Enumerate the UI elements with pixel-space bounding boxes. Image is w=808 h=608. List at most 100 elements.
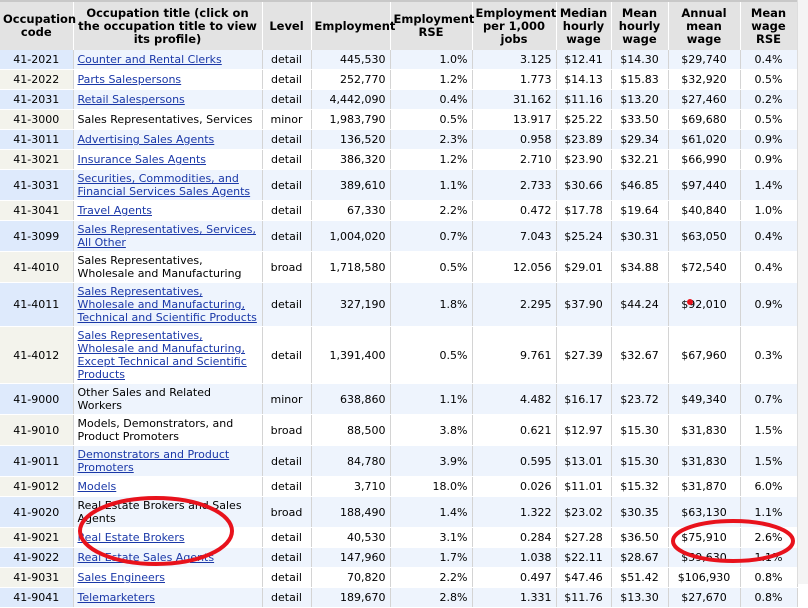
employment-rse-cell: 1.1% [390,169,473,201]
employment-cell: 3,710 [311,476,391,497]
employment-rse-cell: 3.1% [390,527,473,548]
level-cell: broad [262,251,312,283]
employment-rse-cell: 0.5% [390,326,473,384]
mean-hourly-wage-cell: $15.32 [611,476,669,497]
median-hourly-wage-cell: $47.46 [556,567,612,588]
median-hourly-wage-cell: $11.01 [556,476,612,497]
table-row: 41-9011 Demonstrators and Product Promote… [0,445,798,477]
mean-wage-rse-cell: 1.5% [740,414,798,446]
median-hourly-wage-cell: $29.01 [556,251,612,283]
annual-mean-wage-cell: $97,440 [668,169,741,201]
occupation-title-link[interactable]: Sales Representatives, Wholesale and Man… [77,285,257,324]
occupation-code-cell: 41-9020 [0,496,74,528]
mean-hourly-wage-cell: $46.85 [611,169,669,201]
occupation-title-link[interactable]: Real Estate Brokers [77,531,185,544]
level-cell: detail [262,89,312,110]
occupation-title-link[interactable]: Travel Agents [77,204,153,217]
occupation-title-link[interactable]: Real Estate Sales Agents [77,551,215,564]
mean-wage-rse-cell: 1.5% [740,445,798,477]
occupation-code-cell: 41-3021 [0,149,74,170]
employment-cell: 445,530 [311,50,391,70]
annual-mean-wage-cell: $32,920 [668,69,741,90]
employment-per-1000-cell: 13.917 [472,109,557,130]
mean-wage-rse-cell: 0.8% [740,587,798,608]
level-cell: detail [262,445,312,477]
mean-hourly-wage-cell: $36.50 [611,527,669,548]
level-cell: detail [262,476,312,497]
mean-wage-rse-cell: 0.4% [740,50,798,70]
mean-hourly-wage-cell: $30.31 [611,220,669,252]
annual-mean-wage-cell: $75,910 [668,527,741,548]
occupation-code-cell: 41-9021 [0,527,74,548]
mean-hourly-wage-cell: $32.67 [611,326,669,384]
occupation-title-link[interactable]: Counter and Rental Clerks [77,53,222,66]
occupation-title-cell: Sales Representatives, Wholesale and Man… [73,251,263,283]
column-header: Mean wage RSE [740,2,798,50]
table-row: 41-3041 Travel Agents detail 67,330 2.2% 0.47… [0,200,798,221]
median-hourly-wage-cell: $23.89 [556,129,612,150]
occupation-title-link[interactable]: Sales Engineers [77,571,166,584]
employment-cell: 147,960 [311,547,391,568]
employment-per-1000-cell: 1.322 [472,496,557,528]
table-row: 41-9000 Other Sales and Related Workers mi… [0,383,798,415]
table-row: 41-4010 Sales Representatives, Wholesale … [0,251,798,283]
mean-hourly-wage-cell: $34.88 [611,251,669,283]
occupation-code-cell: 41-9031 [0,567,74,588]
table-row: 41-3000 Sales Representatives, Services mi… [0,109,798,130]
employment-cell: 389,610 [311,169,391,201]
occupation-title-cell: Travel Agents [73,200,263,221]
employment-per-1000-cell: 0.497 [472,567,557,588]
level-cell: detail [262,69,312,90]
occupation-title-link[interactable]: Sales Representatives, Wholesale and Man… [77,329,247,381]
median-hourly-wage-cell: $12.97 [556,414,612,446]
table-row: 41-9041 Telemarketers detail 189,670 2.8% 1.3… [0,587,798,608]
mean-wage-rse-cell: 0.7% [740,383,798,415]
level-cell: minor [262,109,312,130]
occupation-code-cell: 41-9022 [0,547,74,568]
occupation-title-cell: Securities, Commodities, and Financial S… [73,169,263,201]
table-row: 41-9020 Real Estate Brokers and Sales Age… [0,496,798,528]
employment-per-1000-cell: 9.761 [472,326,557,384]
vertical-scrollbar[interactable] [797,0,808,584]
occupation-code-cell: 41-3011 [0,129,74,150]
level-cell: broad [262,496,312,528]
occupation-title-link[interactable]: Demonstrators and Product Promoters [77,448,230,474]
level-cell: detail [262,220,312,252]
employment-rse-cell: 18.0% [390,476,473,497]
mean-hourly-wage-cell: $15.30 [611,414,669,446]
column-header: Occupation title (click on the occupatio… [73,2,263,50]
median-hourly-wage-cell: $27.39 [556,326,612,384]
mean-wage-rse-cell: 1.1% [740,496,798,528]
occupation-title-link[interactable]: Models [77,480,117,493]
occupation-title-link[interactable]: Securities, Commodities, and Financial S… [77,172,251,198]
level-cell: detail [262,547,312,568]
annual-mean-wage-cell: $61,020 [668,129,741,150]
median-hourly-wage-cell: $22.11 [556,547,612,568]
column-header: Occupation code [0,2,76,50]
annual-mean-wage-cell: $29,740 [668,50,741,70]
employment-rse-cell: 3.9% [390,445,473,477]
occupation-code-cell: 41-2021 [0,50,74,70]
occupation-title-cell: Sales Engineers [73,567,263,588]
occupation-title-cell: Real Estate Brokers and Sales Agents [73,496,263,528]
employment-cell: 1,983,790 [311,109,391,130]
occupation-code-cell: 41-4011 [0,282,74,327]
table-row: 41-9010 Models, Demonstrators, and Produc… [0,414,798,446]
mean-hourly-wage-cell: $15.30 [611,445,669,477]
occupation-title-link[interactable]: Telemarketers [77,591,156,604]
employment-per-1000-cell: 2.733 [472,169,557,201]
occupation-title-link[interactable]: Sales Representatives, Services, All Oth… [77,223,257,249]
median-hourly-wage-cell: $37.90 [556,282,612,327]
employment-cell: 188,490 [311,496,391,528]
employment-cell: 252,770 [311,69,391,90]
median-hourly-wage-cell: $13.01 [556,445,612,477]
employment-rse-cell: 3.8% [390,414,473,446]
occupation-code-cell: 41-3099 [0,220,74,252]
employment-cell: 386,320 [311,149,391,170]
occupation-title-link[interactable]: Insurance Sales Agents [77,153,207,166]
occupation-title-link[interactable]: Advertising Sales Agents [77,133,215,146]
occupation-code-cell: 41-9011 [0,445,74,477]
occupation-title-link[interactable]: Retail Salespersons [77,93,185,106]
occupation-title-link[interactable]: Parts Salespersons [77,73,182,86]
